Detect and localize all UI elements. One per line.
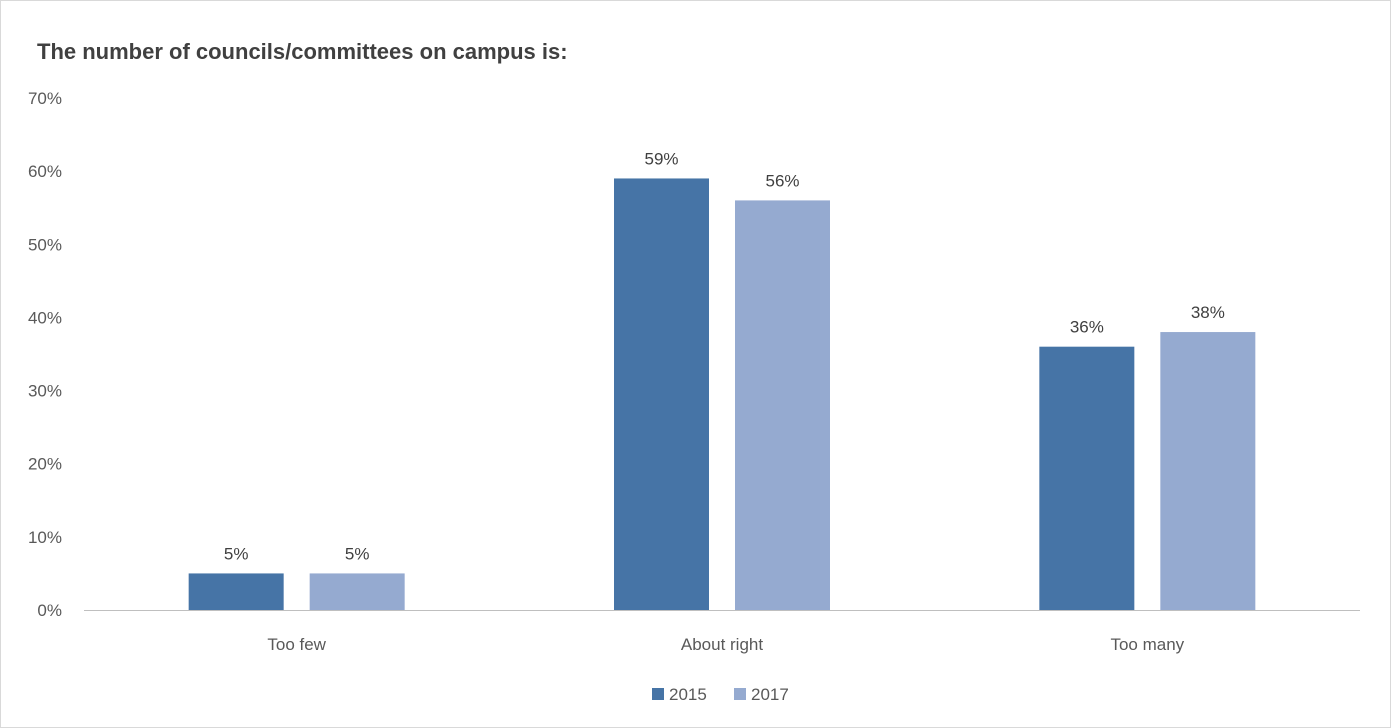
legend: 2015 2017 xyxy=(652,685,789,704)
y-tick-label: 60% xyxy=(28,162,62,181)
data-label: 38% xyxy=(1191,303,1225,322)
bar-2015-about-right xyxy=(614,178,709,610)
legend-swatch-2015 xyxy=(652,688,664,700)
data-label: 59% xyxy=(644,149,678,168)
data-label: 5% xyxy=(345,544,370,563)
y-tick-label: 40% xyxy=(28,308,62,327)
data-label: 5% xyxy=(224,544,249,563)
y-tick-label: 20% xyxy=(28,455,62,474)
data-label: 36% xyxy=(1070,318,1104,337)
bar-2015-too-few xyxy=(188,573,284,610)
bar-2015-too-many xyxy=(1039,346,1135,610)
data-label: 56% xyxy=(765,171,799,190)
legend-label: 2015 xyxy=(669,685,707,704)
x-category-label: Too many xyxy=(1110,635,1184,654)
y-axis: 0% 10% 20% 30% 40% 50% 60% 70% xyxy=(28,89,62,620)
bar-2017-too-many xyxy=(1160,332,1256,610)
y-tick-label: 70% xyxy=(28,89,62,108)
chart-title: The number of councils/committees on cam… xyxy=(37,39,568,64)
legend-swatch-2017 xyxy=(734,688,746,700)
x-category-label: Too few xyxy=(267,635,326,654)
legend-label: 2017 xyxy=(751,685,789,704)
y-tick-label: 10% xyxy=(28,528,62,547)
y-tick-label: 50% xyxy=(28,235,62,254)
x-axis: Too few About right Too many xyxy=(84,610,1360,654)
x-category-label: About right xyxy=(681,635,763,654)
y-tick-label: 0% xyxy=(37,601,62,620)
bar-2017-about-right xyxy=(735,200,830,610)
y-tick-label: 30% xyxy=(28,382,62,401)
bar-2017-too-few xyxy=(309,573,405,610)
bars: 5% 5% 59% 56% 36% 38% xyxy=(188,149,1256,610)
